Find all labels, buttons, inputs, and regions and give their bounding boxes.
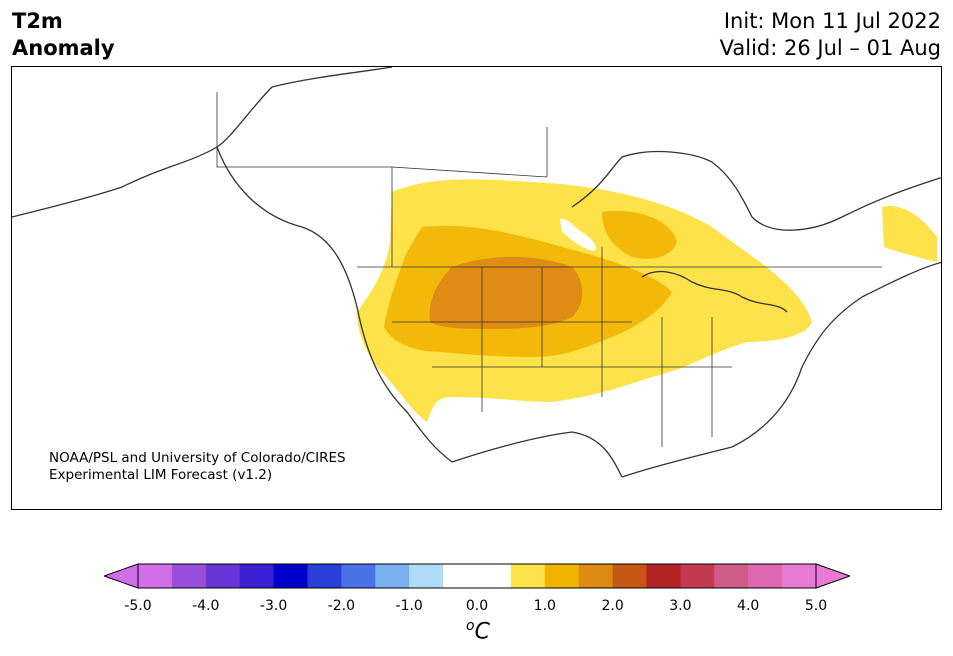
- anomaly-map: [12, 67, 941, 478]
- colorbar-tick-label: -2.0: [327, 598, 356, 614]
- map-panel: [11, 66, 942, 510]
- colorbar-cell: [273, 564, 308, 588]
- lake-winnipeg: [560, 218, 597, 251]
- colorbar: [104, 563, 850, 589]
- credit-text: NOAA/PSL and University of Colorado/CIRE…: [49, 450, 346, 484]
- colorbar-cell: [239, 564, 275, 588]
- colorbar-cell: [341, 564, 376, 588]
- colorbar-cell: [544, 564, 580, 588]
- title-line-1: T2m: [12, 9, 63, 33]
- colorbar-tick-label: -5.0: [124, 598, 152, 614]
- colorbar-cell: [409, 564, 444, 588]
- anomaly-region-medium-east: [602, 211, 677, 259]
- colorbar-tick-label: 0.0: [465, 598, 489, 614]
- init-date: Init: Mon 11 Jul 2022: [723, 9, 941, 33]
- unit-base: C: [474, 619, 490, 645]
- colorbar-over-arrow: [815, 563, 850, 589]
- colorbar-cell: [171, 564, 207, 588]
- colorbar-cell: [714, 564, 749, 588]
- colorbar-cell: [748, 564, 783, 588]
- colorbar-cell: [375, 564, 410, 588]
- colorbar-cell: [612, 564, 647, 588]
- valid-range: Valid: 26 Jul – 01 Aug: [719, 36, 941, 60]
- colorbar-cell: [646, 564, 681, 588]
- colorbar-frame: [137, 563, 817, 589]
- state-borders: [216, 92, 882, 447]
- colorbar-cell: [782, 564, 817, 588]
- colorbar-tick-label: -1.0: [395, 598, 423, 614]
- title-line-2: Anomaly: [12, 36, 115, 60]
- colorbar-cell: [477, 564, 512, 588]
- colorbar-cell: [138, 564, 173, 588]
- colorbar-under-arrow: [104, 563, 139, 589]
- unit-degree: o: [466, 618, 475, 634]
- colorbar-tick-label: 3.0: [669, 598, 692, 614]
- colorbar-tick-label: 4.0: [737, 598, 760, 614]
- colorbar-cell: [307, 564, 342, 588]
- colorbar-cell: [578, 564, 614, 588]
- colorbar-cell: [443, 564, 478, 588]
- colorbar-cell: [680, 564, 715, 588]
- map-title: T2m Anomaly: [12, 8, 115, 62]
- credit-line-1: NOAA/PSL and University of Colorado/CIRE…: [49, 450, 346, 466]
- colorbar-tick-label: -4.0: [192, 598, 220, 614]
- credit-line-2: Experimental LIM Forecast (v1.2): [49, 467, 273, 483]
- colorbar-tick-label: 2.0: [601, 598, 624, 614]
- colorbar-tick-label: -3.0: [259, 598, 288, 614]
- colorbar-tick-label: 1.0: [533, 598, 556, 614]
- anomaly-region-strong: [429, 256, 583, 329]
- forecast-info: Init: Mon 11 Jul 2022 Valid: 26 Jul – 01…: [720, 8, 941, 62]
- colorbar-cell: [510, 564, 546, 588]
- anomaly-region-northeast: [882, 206, 937, 262]
- colorbar-tick-label: 5.0: [804, 598, 828, 614]
- colorbar-unit-label: oC: [466, 618, 490, 644]
- colorbar-cell: [205, 564, 241, 588]
